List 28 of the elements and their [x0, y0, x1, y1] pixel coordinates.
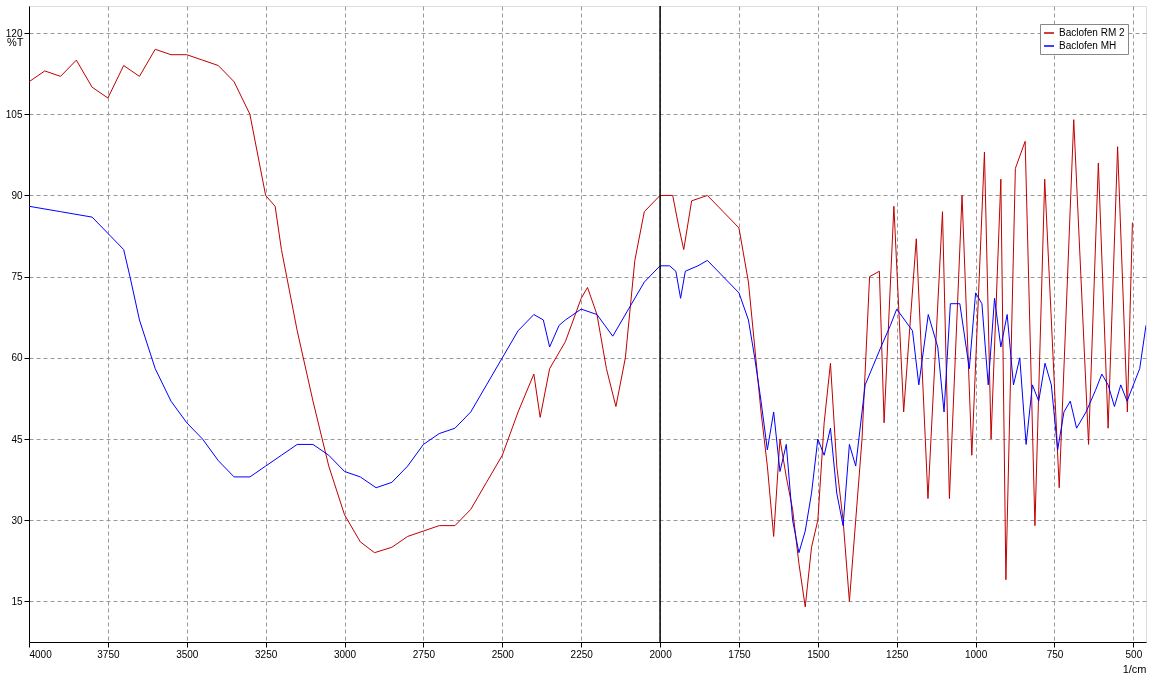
legend-label: Baclofen MH [1059, 40, 1117, 51]
y-tick-label: 15 [11, 595, 23, 607]
x-tick-label: 2750 [412, 648, 436, 660]
y-tick-label: 120 [5, 27, 23, 39]
x-tick-label: 4000 [29, 648, 53, 660]
x-tick-label: 1500 [807, 648, 830, 660]
y-tick-label: 60 [11, 352, 23, 364]
x-tick-label: 3000 [333, 648, 357, 660]
x-tick-label: 1750 [728, 648, 752, 660]
x-tick-label: 3750 [97, 648, 120, 660]
y-tick-label: 75 [11, 271, 23, 283]
line-series [29, 48, 1133, 608]
y-tick-label: 105 [5, 108, 23, 120]
x-tick-label: 2250 [570, 648, 594, 660]
x-tick-label: 2500 [491, 648, 515, 660]
x-axis-title: 1/cm [1122, 662, 1147, 675]
legend-label: Baclofen RM 2 [1059, 27, 1126, 38]
x-tick-label: 3250 [255, 648, 278, 660]
x-tick-label: 3500 [176, 648, 199, 660]
x-tick-label: 750 [1046, 648, 1064, 660]
y-tick-label: 45 [11, 433, 23, 445]
x-tick-label: 2000 [649, 648, 673, 660]
line-series [29, 205, 1146, 554]
y-tick-label: 30 [11, 514, 23, 526]
y-tick-label: 90 [11, 189, 23, 201]
x-tick-label: 500 [1125, 648, 1143, 660]
x-tick-label: 1000 [964, 648, 988, 660]
x-tick-label: 1250 [886, 648, 909, 660]
